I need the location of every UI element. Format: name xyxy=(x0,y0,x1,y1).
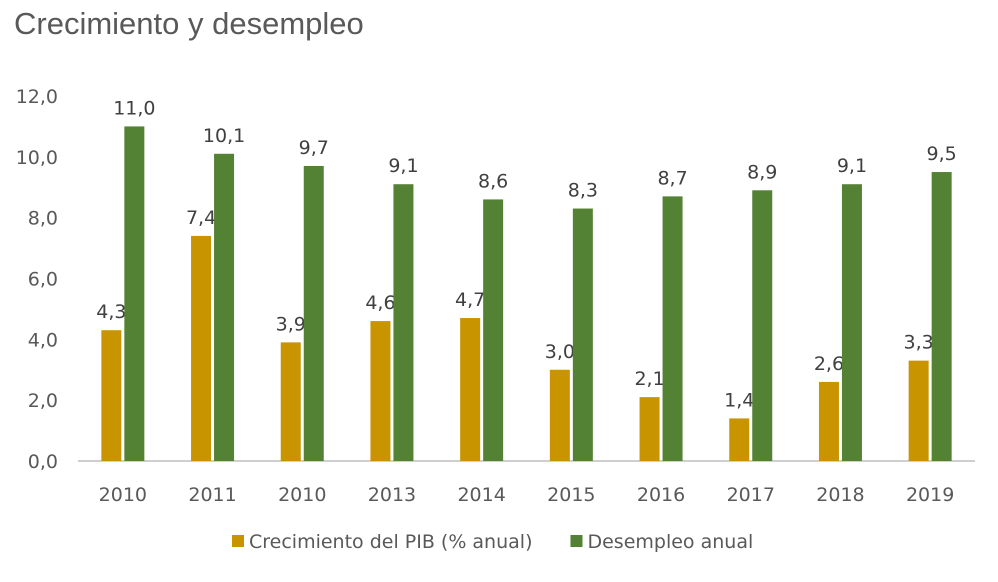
gdp-growth-bar xyxy=(908,360,929,461)
y-tick-label: 0,0 xyxy=(28,451,58,473)
data-label: 9,1 xyxy=(837,155,867,177)
x-tick-label: 2010 xyxy=(99,484,147,506)
unemployment-bar xyxy=(931,172,952,461)
legend-swatch xyxy=(232,535,244,547)
x-tick-label: 2011 xyxy=(188,484,236,506)
data-label: 8,6 xyxy=(478,170,508,192)
y-tick-label: 8,0 xyxy=(28,208,58,230)
gdp-growth-bar xyxy=(729,418,750,461)
x-tick-label: 2010 xyxy=(278,484,326,506)
data-label: 7,4 xyxy=(186,207,216,229)
data-label: 1,4 xyxy=(724,389,754,411)
chart-title: Crecimiento y desempleo xyxy=(14,6,364,41)
y-tick-label: 4,0 xyxy=(28,329,58,351)
y-tick-label: 2,0 xyxy=(28,390,58,412)
unemployment-bar xyxy=(662,196,683,461)
x-tick-label: 2017 xyxy=(727,484,775,506)
legend-label: Desempleo anual xyxy=(587,531,753,553)
unemployment-bar xyxy=(303,165,324,462)
data-label: 2,1 xyxy=(634,368,664,390)
gdp-growth-bar xyxy=(639,397,660,461)
data-label: 3,9 xyxy=(276,313,306,335)
x-tick-label: 2015 xyxy=(547,484,595,506)
gdp-growth-bar xyxy=(101,330,122,461)
gdp-growth-bar xyxy=(818,381,839,461)
x-tick-label: 2019 xyxy=(906,484,954,506)
data-label: 4,6 xyxy=(365,292,395,314)
data-label: 3,0 xyxy=(545,341,575,363)
data-label: 10,1 xyxy=(203,125,245,147)
data-label: 8,7 xyxy=(657,167,687,189)
data-label: 2,6 xyxy=(814,353,844,375)
y-tick-label: 12,0 xyxy=(16,86,58,108)
unemployment-bar xyxy=(214,153,235,461)
unemployment-bar xyxy=(841,184,862,462)
unemployment-bar xyxy=(752,190,773,461)
x-tick-label: 2018 xyxy=(816,484,864,506)
data-label: 4,3 xyxy=(96,301,126,323)
data-label: 4,7 xyxy=(455,289,485,311)
y-tick-label: 6,0 xyxy=(28,269,58,291)
gdp-growth-bar xyxy=(191,235,212,461)
data-label: 9,1 xyxy=(388,155,418,177)
gdp-growth-bar xyxy=(460,318,481,461)
x-tick-label: 2016 xyxy=(637,484,685,506)
unemployment-bar xyxy=(572,208,593,461)
data-label: 8,3 xyxy=(568,180,598,202)
gdp-growth-bar xyxy=(370,321,391,461)
gdp-growth-bar xyxy=(549,369,570,461)
y-tick-label: 10,0 xyxy=(16,147,58,169)
unemployment-bar xyxy=(483,199,504,461)
legend-label: Crecimiento del PIB (% anual) xyxy=(249,531,532,553)
legend-swatch xyxy=(570,535,583,547)
x-tick-label: 2013 xyxy=(368,484,416,506)
data-label: 3,3 xyxy=(904,332,934,354)
data-label: 9,7 xyxy=(299,137,329,159)
unemployment-bar xyxy=(124,126,145,462)
x-tick-label: 2014 xyxy=(457,484,505,506)
data-label: 8,9 xyxy=(747,161,777,183)
unemployment-bar xyxy=(393,184,414,462)
data-label: 9,5 xyxy=(927,143,957,165)
data-label: 11,0 xyxy=(113,97,155,119)
gdp-growth-bar xyxy=(280,342,301,461)
